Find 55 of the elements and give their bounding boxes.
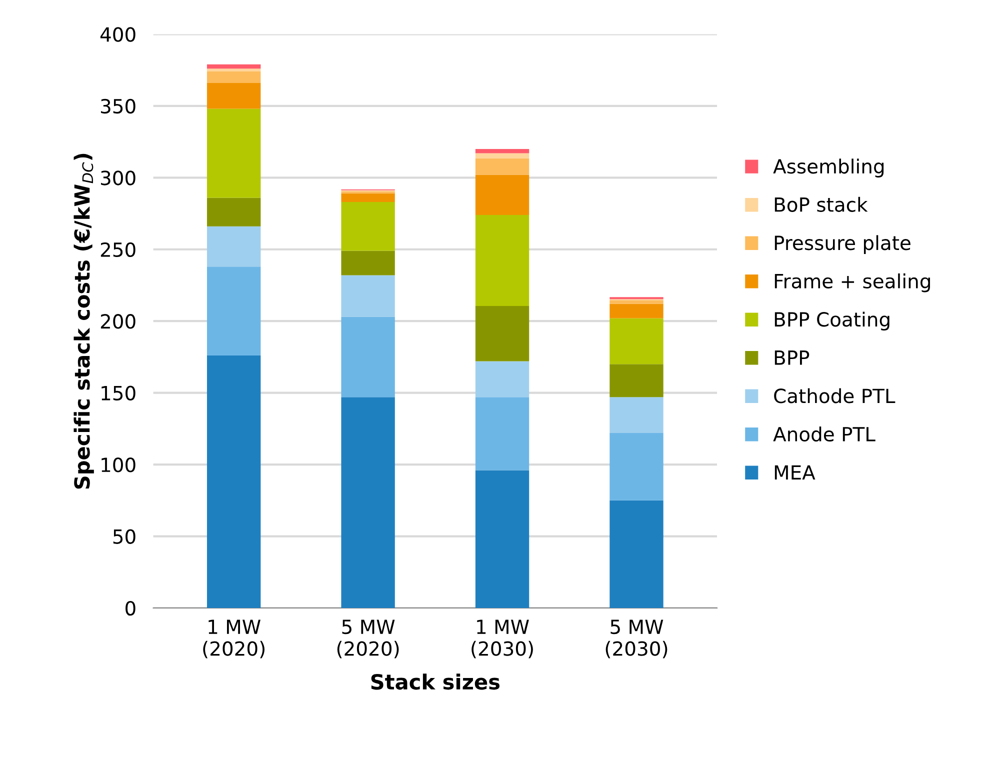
bar bbox=[475, 361, 530, 398]
x-tick-label: 1 MW (2030) bbox=[472, 620, 533, 658]
legend-label: Assembling bbox=[773, 158, 884, 178]
bar bbox=[475, 148, 530, 154]
y-tick-label: 400 bbox=[100, 27, 136, 42]
bar bbox=[206, 356, 261, 608]
bar bbox=[341, 193, 395, 202]
y-tick-label: 300 bbox=[100, 170, 136, 186]
bar bbox=[206, 64, 261, 69]
legend-label: BoP stack bbox=[774, 196, 868, 212]
x-axis-title: Stack sizes bbox=[371, 674, 500, 690]
y-tick-label: 350 bbox=[100, 98, 136, 114]
bar bbox=[475, 470, 530, 608]
y-tick-label: 0 bbox=[126, 600, 136, 616]
bar bbox=[610, 500, 664, 608]
y-tick-label: 50 bbox=[113, 529, 136, 544]
x-tick-label: 5 MW (2020) bbox=[337, 620, 399, 658]
legend-label: BPP Coating bbox=[774, 312, 890, 331]
legend-label: Pressure plate bbox=[774, 235, 910, 254]
bar bbox=[475, 158, 530, 175]
bar bbox=[610, 432, 664, 500]
bar bbox=[610, 300, 664, 304]
bar bbox=[610, 304, 664, 318]
legend-label: Frame + sealing bbox=[774, 273, 930, 292]
bar bbox=[475, 397, 530, 470]
bar bbox=[610, 364, 664, 398]
legend-label: Cathode PTL bbox=[774, 388, 896, 404]
bar bbox=[206, 266, 261, 356]
bar bbox=[206, 108, 261, 198]
bar bbox=[610, 397, 664, 433]
bar bbox=[206, 68, 261, 72]
y-tick-label: 100 bbox=[102, 458, 136, 472]
bar bbox=[206, 71, 261, 83]
bar bbox=[475, 153, 530, 158]
x-tick-label: 5 MW (2030) bbox=[606, 620, 668, 658]
x-tick-label: 1 MW (2020) bbox=[203, 620, 264, 658]
bar bbox=[206, 226, 261, 267]
bar bbox=[206, 198, 261, 226]
bar bbox=[475, 214, 530, 306]
bar bbox=[341, 202, 395, 251]
bar bbox=[341, 316, 395, 398]
bar bbox=[475, 174, 530, 215]
bar bbox=[341, 275, 395, 317]
bar bbox=[610, 318, 664, 364]
y-tick-label: 200 bbox=[100, 314, 136, 329]
y-axis-title: Specific stack costs (€/kW$_{DC}$) bbox=[74, 154, 94, 489]
y-tick-label: 250 bbox=[100, 242, 136, 258]
legend-label: MEA bbox=[774, 465, 816, 480]
legend-label: Anode PTL bbox=[773, 426, 876, 442]
bar bbox=[341, 397, 395, 608]
bar bbox=[475, 306, 530, 362]
legend-label: BPP bbox=[774, 350, 810, 365]
y-tick-label: 150 bbox=[102, 386, 136, 400]
bar bbox=[341, 250, 395, 276]
bar bbox=[206, 82, 261, 109]
